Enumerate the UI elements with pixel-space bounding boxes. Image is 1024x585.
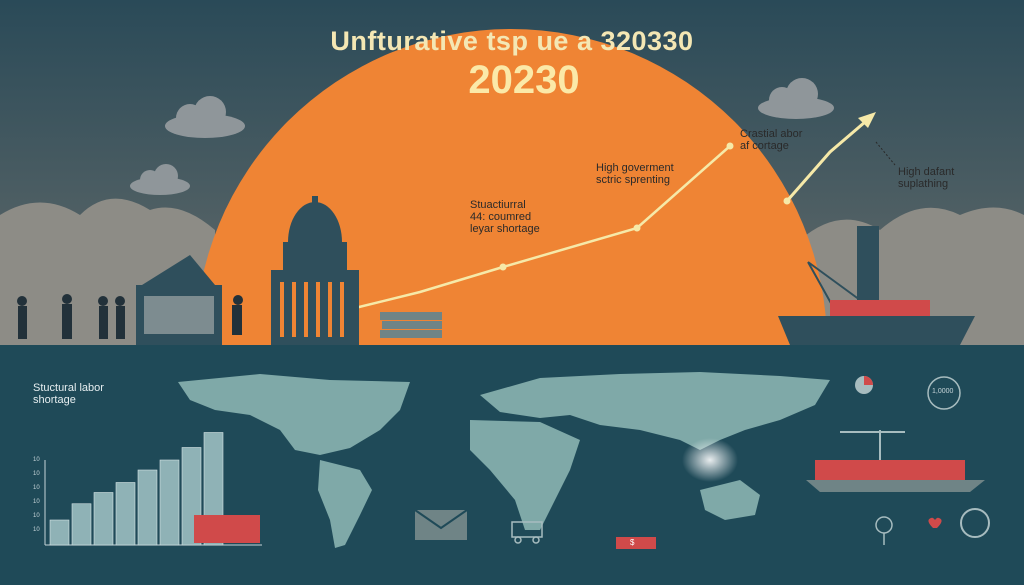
crane-icon	[807, 261, 861, 306]
continent-australia	[700, 480, 760, 520]
axis-tick-label: 10	[33, 485, 40, 491]
continent-north-america	[178, 374, 410, 455]
annotation-high-government: High goverment sctric sprenting	[596, 162, 674, 186]
lamp-icon	[875, 516, 893, 545]
annotation-line: Stuctural labor	[33, 382, 104, 394]
annotation-line: High dafant	[898, 166, 955, 178]
target-circle-label: 1,0000	[932, 388, 954, 395]
annotation-high-dafant: High dafant suplathing	[898, 166, 954, 190]
highlight-glow	[682, 438, 738, 482]
trend-point	[633, 224, 641, 232]
continent-south-america	[318, 460, 372, 548]
main-title: Unfturative tsp ue a 320330	[330, 26, 694, 56]
envelope-icon	[414, 509, 468, 540]
pie-icon	[855, 376, 873, 394]
trend-point	[726, 142, 734, 150]
annotation-crastial: Crastial abor af cortage	[740, 128, 802, 152]
capitol-columns	[280, 282, 344, 337]
axis-tick-label: 10	[33, 527, 40, 533]
globe-icon	[960, 508, 990, 538]
year-heading: 20230	[468, 58, 580, 102]
money-stack-icon	[380, 312, 442, 338]
annotation-line: Crastial abor	[740, 128, 803, 140]
heart-icon	[928, 517, 942, 528]
cash-box-icon	[616, 537, 656, 549]
axis-tick-label: 10	[33, 457, 40, 463]
trend-point	[499, 263, 507, 271]
dashed-pointer	[875, 141, 896, 166]
trend-point	[783, 197, 791, 205]
continent-europe-asia	[480, 372, 830, 450]
bar	[137, 469, 158, 546]
bar	[93, 492, 114, 546]
container-stack-icon	[194, 515, 260, 543]
annotation-line: Stuactiurral	[470, 199, 526, 211]
annotation-line: sctric sprenting	[596, 174, 670, 186]
sun-disc	[195, 29, 827, 345]
annotation-line: af cortage	[740, 140, 789, 152]
bar	[159, 459, 180, 546]
axis-tick-label: 10	[33, 471, 40, 477]
annotation-structural: Stuactiurral 44: coumred leyar shortage	[470, 199, 540, 235]
bar	[71, 503, 92, 546]
annotation-line: leyar shortage	[470, 223, 540, 235]
cloud-icon	[165, 96, 245, 138]
people-silhouettes	[17, 294, 243, 339]
world-map	[178, 372, 830, 548]
cargo-ship-icon	[778, 300, 975, 345]
axis-tick-label: 10	[33, 499, 40, 505]
annotation-line: suplathing	[898, 178, 949, 190]
annotation-line: shortage	[33, 394, 76, 406]
cargo-ship-icon	[806, 460, 985, 492]
axis-tick-label: 10	[33, 513, 40, 519]
cloud-icon	[758, 78, 834, 119]
bar	[49, 519, 70, 546]
continent-africa	[470, 420, 580, 530]
growth-arrow	[785, 114, 873, 202]
capitol-building-icon	[271, 196, 359, 345]
skyscraper-icon	[857, 226, 879, 316]
cloud-icon	[130, 164, 190, 195]
annotation-line: High goverment	[596, 162, 674, 174]
arrow-head-icon	[858, 112, 876, 128]
government-building-icon	[136, 255, 222, 345]
annotation-line: 44: coumred	[470, 211, 532, 223]
cash-box-label: $	[630, 538, 635, 547]
annotation-structual-labor: Stuctural labor shortage	[33, 382, 104, 406]
truck-icon	[511, 521, 543, 544]
bar	[115, 482, 136, 546]
target-circle-icon	[927, 376, 961, 410]
